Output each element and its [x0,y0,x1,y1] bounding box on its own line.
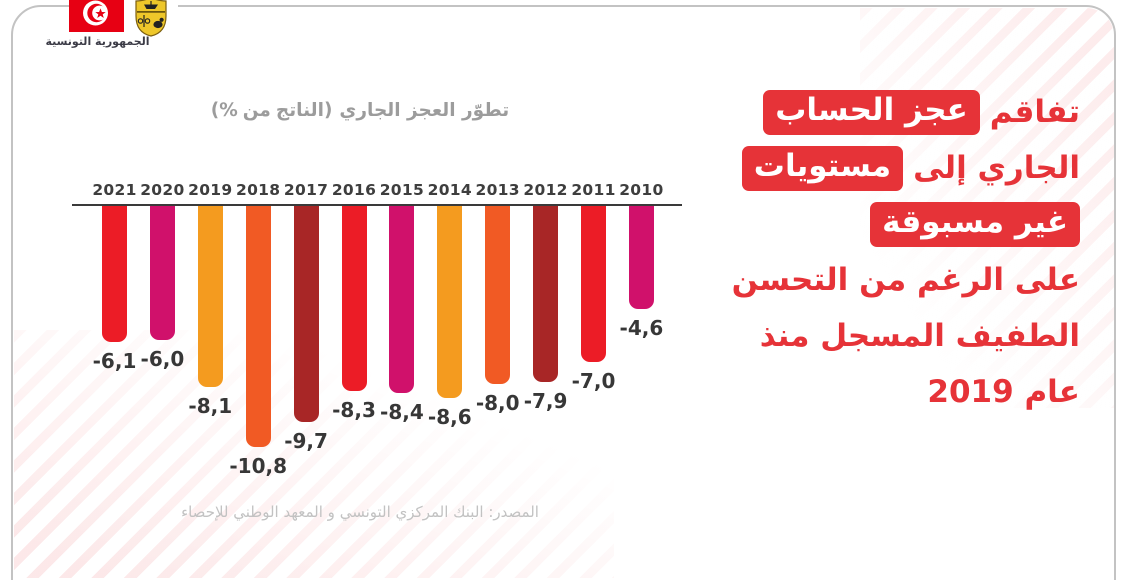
value-label-2011: -7,0 [571,369,616,393]
headline-text: الطفيف المسجل منذ [759,318,1080,354]
headline-highlight: عجز الحساب [763,89,980,135]
value-label-2018: -10,8 [229,454,288,478]
bar-2014 [437,206,463,398]
year-label-2020: 2020 [140,181,185,199]
headline-text: الجاري إلى [913,150,1080,186]
year-label-2019: 2019 [188,181,233,199]
headline-line-5: الطفيف المسجل منذ [732,308,1080,364]
chart-title-unit-token: (% [210,100,238,121]
chart-title: (% من الناتج) تطوّر العجز الجاري [175,100,545,121]
headline-highlight: مستويات [741,145,904,191]
year-label-2013: 2013 [475,181,520,199]
source-note: المصدر: البنك المركزي التونسي و المعهد ا… [181,503,539,521]
bar-2016 [341,206,367,391]
bar-2010 [628,206,654,309]
bar-2012 [533,206,559,382]
headline: تفاقم عجز الحساب الجاري إلى مستويات غير مسبو… [732,84,1080,420]
republic-label: الجمهورية التونسية [45,35,150,48]
bar-2011 [581,206,606,362]
year-label-2021: 2021 [92,181,137,199]
bar-2020 [149,206,175,340]
bar-2015 [389,206,415,393]
headline-text: على الرغم من التحسن [731,262,1080,298]
bar-2019 [197,206,223,387]
bar-2013 [485,206,511,384]
value-label-2017: -9,7 [284,429,328,453]
value-label-2020: -6,0 [140,347,185,371]
year-label-2015: 2015 [379,181,425,199]
headline-line-3: غير مسبوقة [732,196,1080,252]
bar-2018 [245,206,271,447]
value-label-2010: -4,6 [619,316,664,340]
headline-text: عام 2019 [927,374,1080,410]
year-label-2014: 2014 [427,181,472,199]
chart-title-main: تطوّر العجز الجاري [339,100,510,121]
year-label-2018: 2018 [236,181,281,199]
bar-2017 [293,206,319,422]
chart-title-unit: (% من الناتج) [211,100,333,121]
headline-line-1: تفاقم عجز الحساب [732,84,1080,140]
headline-line-6: عام 2019 [732,364,1080,420]
year-label-2010: 2010 [619,181,664,199]
value-label-2019: -8,1 [188,394,233,418]
headline-highlight: غير مسبوقة [870,201,1080,247]
year-label-2017: 2017 [283,181,329,199]
year-label-2012: 2012 [523,181,568,199]
tunisia-flag-icon [69,0,124,32]
year-label-2016: 2016 [331,181,377,199]
year-label-2011: 2011 [571,181,616,199]
headline-text: تفاقم [989,94,1080,130]
chart-axis-line [72,204,682,206]
chart-title-unit-token: الناتج) [275,100,333,121]
tunisia-coat-of-arms-icon [124,0,178,37]
chart-title-unit-token: من [242,100,271,121]
headline-line-4: على الرغم من التحسن [732,252,1080,308]
bar-2021 [102,206,127,342]
headline-line-2: الجاري إلى مستويات [732,140,1080,196]
